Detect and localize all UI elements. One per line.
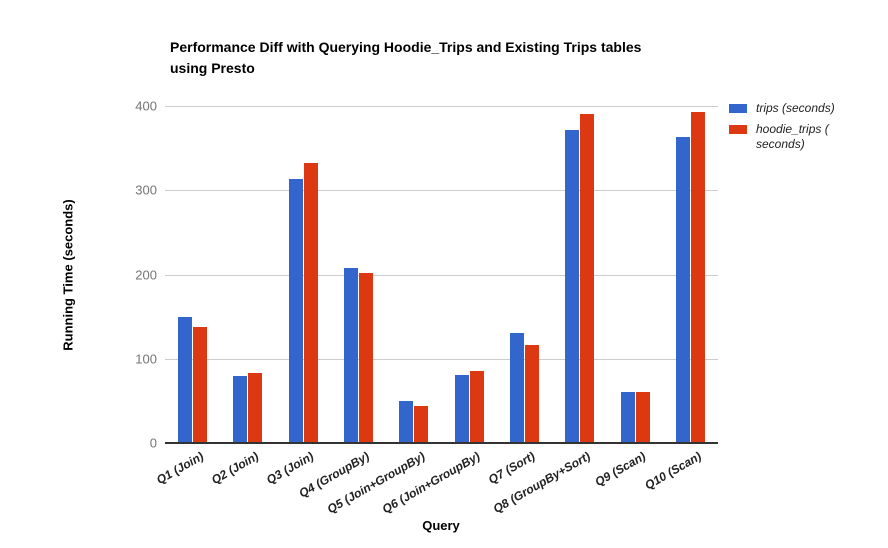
- gridline: [165, 106, 718, 107]
- plot-area: [165, 106, 718, 444]
- bar: [690, 111, 705, 443]
- legend-swatch: [729, 125, 747, 134]
- bar: [414, 405, 429, 443]
- gridline: [165, 358, 718, 360]
- y-tick-label: 100: [135, 351, 157, 367]
- bar: [344, 267, 359, 443]
- chart-title-line-1: Performance Diff with Querying Hoodie_Tr…: [170, 39, 642, 55]
- legend-label: trips (seconds): [756, 101, 835, 115]
- bar: [248, 373, 263, 443]
- legend-label: hoodie_trips ( seconds): [756, 122, 829, 151]
- gridline: [165, 190, 718, 192]
- x-axis-tick-labels: Q1 (Join) Q2 (Join) Q3 (Join) Q4 (GroupBy) Q…: [154, 449, 718, 519]
- bar: [178, 316, 193, 443]
- y-axis-tick-labels: 0 100 200 300 400: [0, 99, 157, 451]
- bar: [565, 130, 580, 443]
- bar: [509, 332, 524, 443]
- x-axis-title: Query: [422, 518, 460, 533]
- chart-title-line-2: using Presto: [170, 60, 255, 76]
- legend-item: hoodie_trips ( seconds): [729, 122, 884, 152]
- bar: [454, 374, 469, 443]
- bar: [620, 391, 635, 443]
- bar: [288, 179, 303, 443]
- bar: [303, 163, 318, 443]
- y-tick-label: 400: [135, 98, 157, 114]
- x-tick-label: Q8 (GroupBy+Sort): [490, 449, 593, 516]
- chart-title: Performance Diff with Querying Hoodie_Tr…: [170, 37, 770, 79]
- bar: [675, 137, 690, 443]
- bar: [469, 371, 484, 443]
- x-tick-label: Q5 (Join+GroupBy): [324, 449, 427, 517]
- legend-swatch: [729, 104, 747, 113]
- x-tick-label: Q9 (Scan): [592, 449, 649, 490]
- legend: trips (seconds) hoodie_trips ( seconds): [729, 101, 884, 158]
- bar: [193, 326, 208, 443]
- x-axis-baseline: [165, 442, 718, 444]
- bar: [399, 400, 414, 443]
- gridline: [165, 274, 718, 276]
- bar: [635, 392, 650, 443]
- x-tick-label: Q1 (Join): [153, 449, 206, 488]
- x-tick-label: Q10 (Scan): [642, 449, 704, 493]
- x-tick-label: Q6 (Join+GroupBy): [379, 449, 483, 517]
- bar: [524, 345, 539, 443]
- y-tick-label: 0: [149, 435, 157, 451]
- bar: [359, 272, 374, 443]
- x-tick-label: Q2 (Join): [208, 449, 261, 488]
- y-tick-label: 300: [135, 182, 157, 198]
- bar: [233, 375, 248, 443]
- y-tick-label: 200: [135, 267, 157, 282]
- bar: [580, 114, 595, 443]
- legend-item: trips (seconds): [729, 101, 884, 116]
